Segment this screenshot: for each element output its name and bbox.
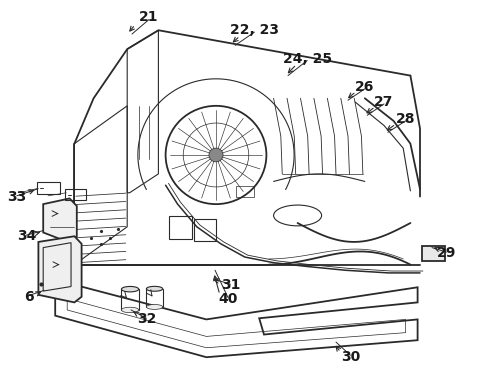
Text: 32: 32 [137, 312, 156, 327]
Ellipse shape [121, 287, 139, 292]
Text: 21: 21 [139, 10, 158, 24]
Text: 22, 23: 22, 23 [230, 23, 279, 37]
Ellipse shape [146, 287, 163, 291]
Text: 26: 26 [355, 80, 374, 94]
Ellipse shape [121, 307, 139, 313]
Ellipse shape [209, 148, 223, 162]
Text: 27: 27 [374, 95, 394, 109]
Text: 34: 34 [17, 229, 36, 243]
Ellipse shape [146, 305, 163, 309]
Polygon shape [43, 198, 77, 243]
Text: 24, 25: 24, 25 [283, 51, 332, 66]
Text: 30: 30 [341, 350, 360, 364]
Text: 29: 29 [437, 246, 456, 260]
Polygon shape [38, 236, 82, 302]
Text: 28: 28 [396, 112, 415, 126]
FancyBboxPatch shape [422, 246, 445, 261]
Text: 31: 31 [221, 278, 240, 293]
Text: 6: 6 [24, 290, 34, 304]
Text: 40: 40 [218, 291, 238, 306]
Text: 33: 33 [7, 189, 26, 204]
